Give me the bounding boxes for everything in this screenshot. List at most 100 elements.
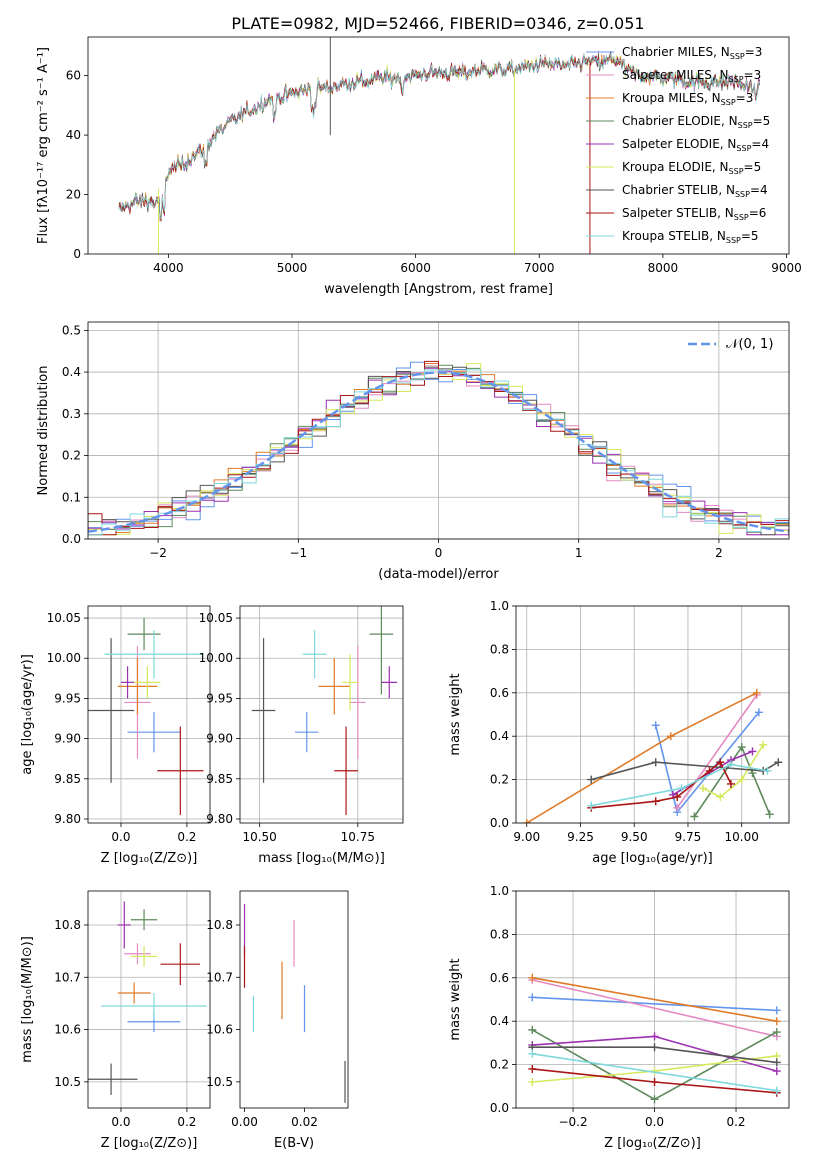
y-tick-label: 20	[66, 188, 81, 202]
residuals-plot-area	[88, 360, 789, 536]
y-axis-label: Normed distribution	[36, 366, 51, 496]
series-line	[591, 763, 768, 807]
y-tick-label: 10.8	[54, 918, 81, 932]
age_vs_Z-point-7	[157, 726, 204, 815]
x-tick-label: 2	[715, 546, 723, 560]
series-marker	[673, 803, 682, 812]
x-tick-label: 5000	[277, 261, 308, 275]
mass_weight_vs_Z-series-0	[528, 993, 781, 1015]
series-marker	[763, 766, 772, 775]
y-tick-label: 0.6	[490, 686, 509, 700]
mass_vs_Z-panel: 0.0 0.2 10.5 10.6 10.7 10.8 Z [log₁₀(Z/Z⊙)] mas…	[20, 890, 211, 1151]
series-line	[590, 761, 779, 781]
mass_vs_Z-point-2	[117, 982, 151, 1004]
axes-frame	[239, 605, 404, 824]
axes-frame	[87, 890, 211, 1109]
y-tick-label: 10.05	[47, 611, 81, 625]
y-tick-label: 0.2	[62, 449, 81, 463]
y-tick-label: 0.1	[62, 490, 81, 504]
series-marker	[737, 775, 746, 784]
age_vs_mass-point-0	[294, 712, 319, 753]
series-marker	[650, 1095, 659, 1104]
mass_weight_vs_age-series-0	[651, 708, 763, 817]
series-marker	[754, 708, 763, 717]
series-marker	[587, 775, 596, 784]
series-line	[676, 694, 758, 809]
mass_weight_vs_age-panel: 9.00 9.25 9.50 9.75 10.00 0.0 0.2 0.4 0.6 0.8 1.0 a…	[448, 599, 790, 866]
x-tick-label: 9000	[771, 261, 802, 275]
y-tick-label: 10.7	[206, 970, 233, 984]
x-tick-label: 0.2	[177, 1115, 196, 1129]
series-marker	[651, 721, 660, 730]
spectrum-plot-area	[118, 37, 761, 254]
series-marker	[772, 1028, 781, 1037]
legend-entry: Kroupa STELIB, NSSP=5	[622, 229, 759, 245]
mass_weight_vs_age-plot-area	[522, 688, 783, 823]
series-line	[532, 977, 777, 1022]
age_vs_mass-plot-area	[251, 606, 398, 815]
series-marker	[666, 732, 675, 741]
y-tick-label: 0.4	[62, 365, 81, 379]
histogram-series-8	[88, 369, 789, 536]
x-axis-label: age [log₁₀(age/yr)]	[592, 851, 713, 866]
x-tick-label: 0.02	[291, 1115, 318, 1129]
y-tick-label: 10.5	[54, 1075, 81, 1089]
series-line	[591, 760, 732, 809]
age_vs_Z-point-8	[104, 630, 204, 679]
x-tick-label: 7000	[524, 261, 555, 275]
mass_vs_Z-point-4	[117, 901, 131, 949]
x-axis-label: mass [log₁₀(M/M⊙)]	[258, 851, 385, 866]
y-tick-label: 10.6	[206, 1023, 233, 1037]
y-tick-label: 9.90	[54, 732, 81, 746]
y-axis-label: Flux [fλ10⁻¹⁷ erg cm⁻² s⁻¹ A⁻¹]	[36, 47, 51, 244]
y-tick-label: 9.85	[54, 772, 81, 786]
series-marker	[528, 993, 537, 1002]
y-tick-label: 40	[66, 128, 81, 142]
series-marker	[528, 1025, 537, 1034]
x-axis-label: Z [log₁₀(Z/Z⊙)]	[604, 1136, 701, 1151]
figure-title: PLATE=0982, MJD=52466, FIBERID=0346, z=0…	[231, 14, 644, 33]
age_vs_mass-point-2	[318, 658, 350, 715]
mass_weight_vs_age-series-5	[699, 740, 768, 801]
y-axis-label: mass weight	[448, 673, 463, 755]
histogram-series-0	[88, 361, 789, 534]
series-line	[532, 979, 777, 1038]
mass_weight_vs_Z-series-6	[528, 1043, 781, 1067]
x-tick-label: 9.75	[675, 830, 702, 844]
mass_weight_vs_Z-series-2	[528, 973, 781, 1026]
axes-frame	[87, 605, 211, 824]
series-marker	[528, 973, 537, 982]
mass_weight_vs_age-series-2	[522, 688, 761, 823]
y-tick-label: 0	[73, 247, 81, 261]
y-tick-label: 60	[66, 69, 81, 83]
series-marker	[651, 797, 660, 806]
mass_weight_vs_age-series-8	[587, 760, 772, 810]
x-tick-label: 9.50	[621, 830, 648, 844]
x-tick-label: −1	[289, 546, 307, 560]
x-tick-label: 9.00	[513, 830, 540, 844]
y-tick-label: 0.8	[490, 927, 509, 941]
y-tick-label: 10.5	[206, 1075, 233, 1089]
legend-entry: Chabrier MILES, NSSP=3	[622, 45, 762, 61]
y-tick-label: 0.3	[62, 407, 81, 421]
mass_weight_vs_age-series-1	[673, 690, 761, 812]
y-axis-label: age [log₁₀(age/yr)]	[20, 654, 35, 775]
series-line	[702, 744, 764, 798]
x-axis-label: Z [log₁₀(Z/Z⊙)]	[101, 851, 198, 866]
x-tick-label: 1	[575, 546, 583, 560]
series-marker	[716, 792, 725, 801]
y-tick-label: 0.0	[490, 1101, 509, 1115]
series-marker	[587, 801, 596, 810]
series-marker	[772, 1086, 781, 1095]
y-tick-label: 10.05	[199, 611, 233, 625]
y-tick-label: 0.4	[490, 1014, 509, 1028]
mass_vs_ebv-plot-area	[243, 904, 346, 1103]
x-tick-label: 0.00	[231, 1115, 258, 1129]
series-marker	[772, 1006, 781, 1015]
mass_vs_Z-point-5	[130, 945, 158, 967]
spectrum-legend: Chabrier MILES, NSSP=3 Salpeter MILES, NS…	[586, 45, 770, 245]
x-tick-label: 10.75	[341, 830, 375, 844]
y-tick-label: 9.80	[206, 812, 233, 826]
mass_weight_vs_age-series-7	[587, 758, 735, 812]
